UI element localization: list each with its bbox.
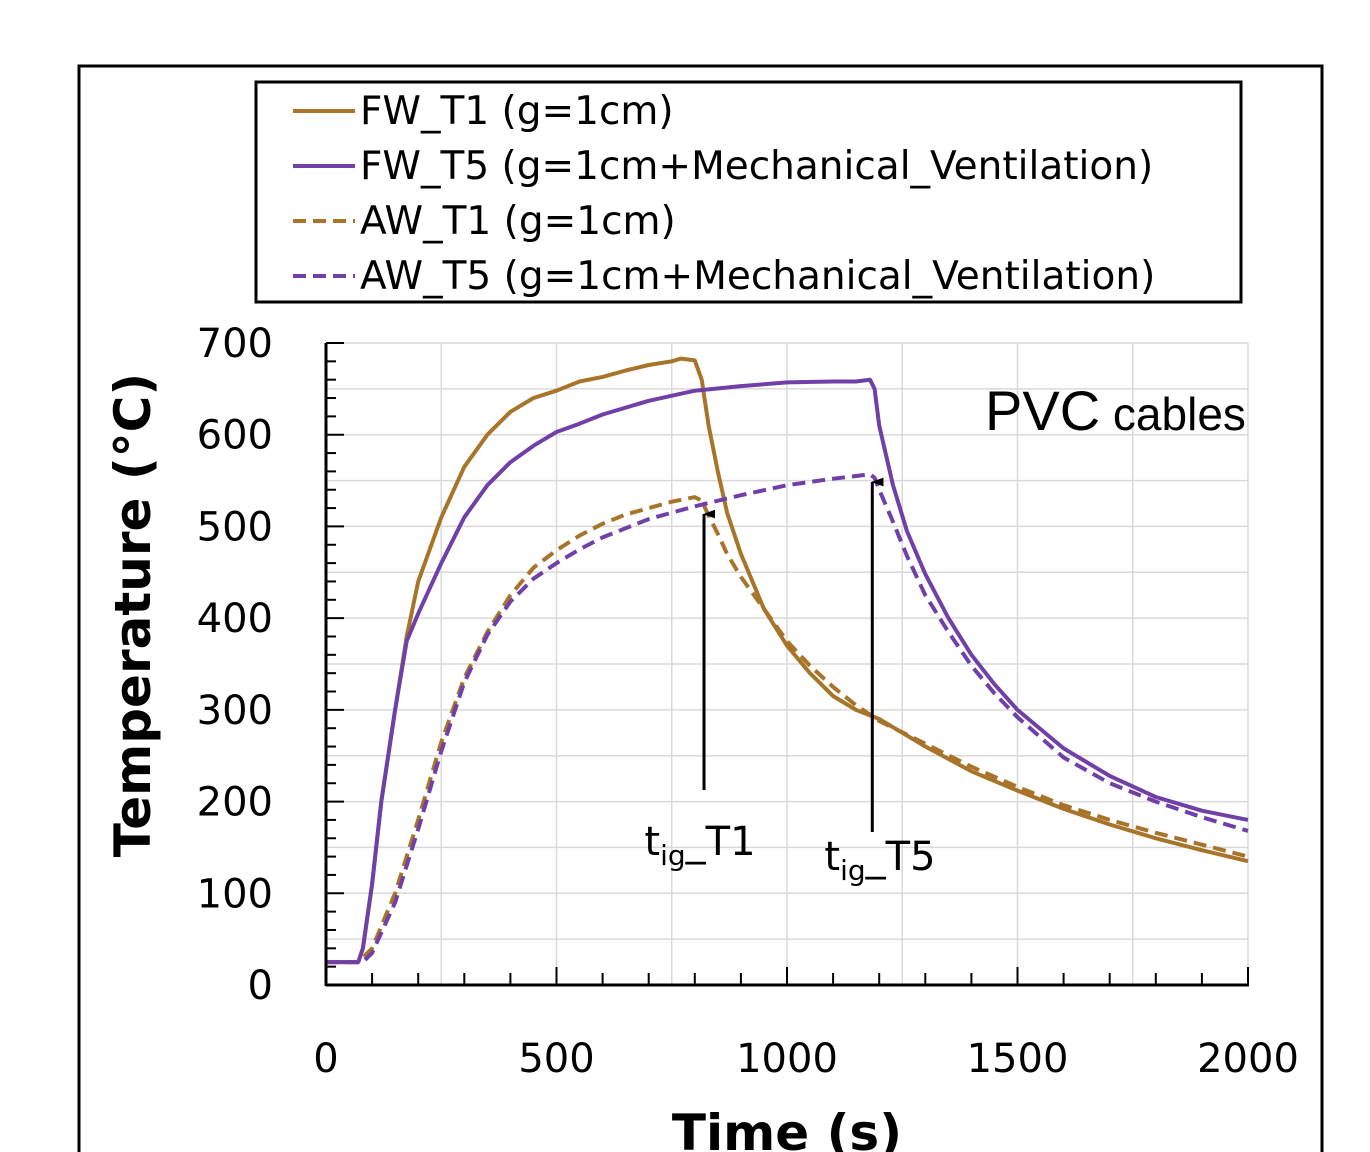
y-axis-title: Temperature (°C) bbox=[104, 373, 162, 857]
legend-label-3: AW_T1 (g=1cm) bbox=[360, 199, 676, 244]
arrow-label-2: tig_T5 bbox=[824, 834, 935, 887]
series-line-1 bbox=[326, 356, 1249, 965]
x-tick-label: 1500 bbox=[967, 1036, 1069, 1082]
x-tick-label: 2000 bbox=[1197, 1036, 1299, 1082]
y-tick-label: 600 bbox=[197, 413, 273, 459]
series-line-2 bbox=[326, 377, 1249, 965]
axes: 0 100 200 300 400 500 600 700 0 500 1000 1500 2000 bbox=[197, 321, 1299, 1082]
annotations: tig_T1 tig_T5 PVC cables bbox=[644, 379, 1245, 887]
grid-lines bbox=[326, 342, 1249, 985]
x-tick-label: 0 bbox=[313, 1036, 338, 1082]
y-tick-label: 500 bbox=[197, 504, 273, 550]
material-annotation: PVC cables bbox=[985, 379, 1246, 442]
arrow-label-1: tig_T1 bbox=[644, 819, 755, 872]
series-line-4 bbox=[326, 472, 1249, 965]
y-tick-label: 300 bbox=[197, 688, 273, 734]
legend-box bbox=[254, 80, 1243, 304]
legend: FW_T1 (g=1cm) FW_T5 (g=1cm+Mechanical_Ven… bbox=[293, 89, 1155, 299]
legend-label-1: FW_T1 (g=1cm) bbox=[360, 89, 674, 134]
y-tick-label: 400 bbox=[197, 596, 273, 642]
y-tick-label: 700 bbox=[197, 321, 273, 367]
y-tick-label: 100 bbox=[197, 871, 273, 917]
x-tick-label: 1000 bbox=[736, 1036, 838, 1082]
y-tick-label: 200 bbox=[197, 780, 273, 826]
legend-label-2: FW_T5 (g=1cm+Mechanical_Ventilation) bbox=[360, 144, 1153, 189]
legend-label-4: AW_T5 (g=1cm+Mechanical_Ventilation) bbox=[360, 254, 1155, 299]
series-lines bbox=[326, 356, 1249, 965]
x-axis-title: Time (s) bbox=[672, 1104, 902, 1152]
x-tick-label: 500 bbox=[518, 1036, 594, 1082]
y-tick-label: 0 bbox=[248, 963, 273, 1009]
